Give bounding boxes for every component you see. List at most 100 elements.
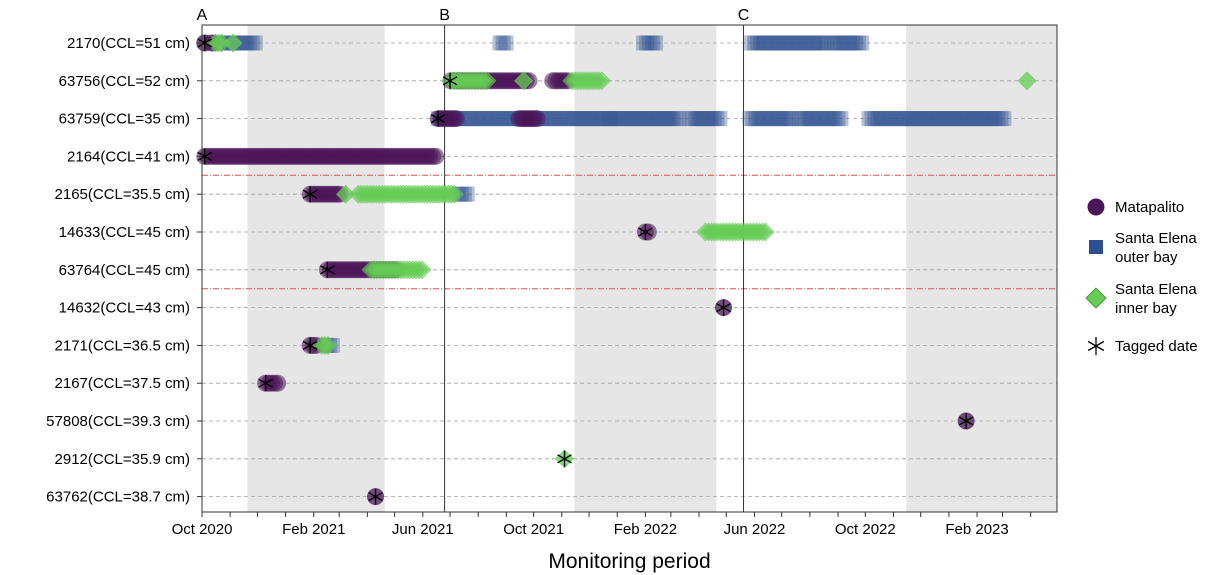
matapalito-point — [447, 110, 465, 128]
santa-elena-outer-bay-point — [942, 111, 958, 127]
santa-elena-outer-bay-point — [786, 35, 802, 51]
y-tick-label: 2170(CCL=51 cm) — [67, 35, 190, 52]
matapalito-point — [427, 147, 445, 165]
tagged-date-stroke — [368, 491, 383, 502]
group-separators — [202, 174, 1057, 290]
santa-elena-outer-bay-point — [466, 111, 482, 127]
santa-elena-outer-bay-point — [459, 186, 475, 202]
santa-elena-outer-bay-point — [845, 35, 861, 51]
santa-elena-outer-bay-point — [851, 35, 867, 51]
santa-elena-outer-bay-point — [984, 111, 1000, 127]
santa-elena-outer-bay-point — [821, 111, 837, 127]
y-tick-label: 57808(CCL=39.3 cm) — [46, 413, 190, 430]
santa-elena-outer-bay-point — [867, 111, 883, 127]
santa-elena-outer-bay-point — [487, 111, 503, 127]
santa-elena-outer-bay-point — [876, 111, 892, 127]
tagged-date-point — [197, 148, 213, 165]
y-tick-label: 63759(CCL=35 cm) — [59, 111, 190, 128]
santa-elena-outer-bay-point — [759, 35, 775, 51]
santa-elena-outer-bay-point — [662, 111, 678, 127]
santa-elena-outer-bay-point — [830, 111, 846, 127]
santa-elena-outer-bay-point — [775, 111, 791, 127]
y-tick-label: 2912(CCL=35.9 cm) — [55, 451, 190, 468]
santa-elena-outer-bay-point — [769, 111, 785, 127]
santa-elena-outer-bay-point — [586, 111, 602, 127]
shaded-periods — [247, 25, 1057, 512]
santa-elena-outer-bay-point — [635, 111, 651, 127]
x-tick-label: Jun 2021 — [392, 521, 454, 538]
santa-elena-outer-bay-point — [870, 111, 886, 127]
santa-elena-outer-bay-point — [864, 111, 880, 127]
santa-elena-outer-bay-point — [495, 35, 511, 51]
santa-elena-outer-bay-point — [924, 111, 940, 127]
santa-elena-outer-bay-point — [481, 111, 497, 127]
santa-elena-outer-bay-point — [827, 111, 843, 127]
santa-elena-outer-bay-point — [806, 111, 822, 127]
legend-label: inner bay — [1115, 300, 1177, 317]
santa-elena-outer-bay-point — [492, 35, 508, 51]
santa-elena-inner-bay-point — [412, 260, 432, 280]
legend-label: Tagged date — [1115, 338, 1198, 355]
santa-elena-outer-bay-point — [830, 35, 846, 51]
santa-elena-outer-bay-point — [854, 35, 870, 51]
tagged-date-stroke — [716, 302, 731, 313]
santa-elena-outer-bay-point — [771, 35, 787, 51]
santa-elena-outer-bay-point — [498, 35, 514, 51]
santa-elena-outer-bay-point — [469, 111, 485, 127]
legend-entry: Matapalito — [1087, 198, 1184, 216]
x-tick-label: Oct 2021 — [503, 521, 564, 538]
santa-elena-outer-bay-point — [801, 35, 817, 51]
santa-elena-outer-bay-point — [927, 111, 943, 127]
tagged-date-point — [958, 413, 974, 429]
y-tick-label: 2165(CCL=35.5 cm) — [55, 186, 190, 203]
santa-elena-outer-bay-point — [636, 35, 652, 51]
santa-elena-outer-bay-point — [580, 111, 596, 127]
santa-elena-outer-bay-point — [813, 35, 829, 51]
santa-elena-outer-bay-point — [493, 111, 509, 127]
santa-elena-outer-bay-point — [620, 111, 636, 127]
santa-elena-outer-bay-point — [789, 35, 805, 51]
santa-elena-outer-bay-point — [478, 111, 494, 127]
data-points — [196, 33, 1037, 506]
santa-elena-outer-bay-point — [499, 111, 515, 127]
santa-elena-outer-bay-point — [939, 111, 955, 127]
y-tick-label: 63764(CCL=45 cm) — [59, 262, 190, 279]
santa-elena-outer-bay-point — [490, 111, 506, 127]
santa-elena-outer-bay-point — [617, 111, 633, 127]
santa-elena-outer-bay-point — [760, 111, 776, 127]
matapalito-point — [639, 223, 657, 241]
santa-elena-inner-bay-point — [336, 184, 355, 204]
santa-elena-outer-bay-point — [648, 35, 664, 51]
santa-elena-outer-bay-point — [748, 111, 764, 127]
santa-elena-outer-bay-point — [777, 35, 793, 51]
tagged-date-point — [320, 261, 335, 278]
legend-entry: Santa Elena inner bay — [1085, 281, 1197, 317]
santa-elena-outer-bay-point — [700, 111, 716, 127]
tagged-date-point — [430, 110, 446, 127]
santa-elena-outer-bay-point — [766, 111, 782, 127]
santa-elena-outer-bay-point — [247, 35, 263, 51]
santa-elena-outer-bay-point — [629, 111, 645, 127]
legend-circle-marker — [1087, 198, 1105, 216]
tagged-date-stroke — [197, 38, 213, 48]
santa-elena-outer-bay-point — [553, 111, 569, 127]
santa-elena-outer-bay-point — [644, 111, 660, 127]
santa-elena-outer-bay-point — [656, 111, 672, 127]
santa-elena-outer-bay-point — [568, 111, 584, 127]
santa-elena-outer-bay-point — [798, 35, 814, 51]
santa-elena-outer-bay-point — [691, 111, 707, 127]
santa-elena-outer-bay-point — [810, 35, 826, 51]
santa-elena-outer-bay-point — [969, 111, 985, 127]
santa-elena-outer-bay-point — [685, 111, 701, 127]
santa-elena-outer-bay-point — [921, 111, 937, 127]
santa-elena-outer-bay-point — [794, 111, 810, 127]
santa-elena-outer-bay-point — [882, 111, 898, 127]
y-tick-label: 2171(CCL=36.5 cm) — [55, 337, 190, 354]
santa-elena-outer-bay-point — [559, 111, 575, 127]
matapalito-point — [528, 110, 546, 128]
shaded-period — [906, 25, 1057, 512]
legend-label: outer bay — [1115, 249, 1178, 266]
santa-elena-outer-bay-point — [987, 111, 1003, 127]
santa-elena-outer-bay-point — [765, 35, 781, 51]
